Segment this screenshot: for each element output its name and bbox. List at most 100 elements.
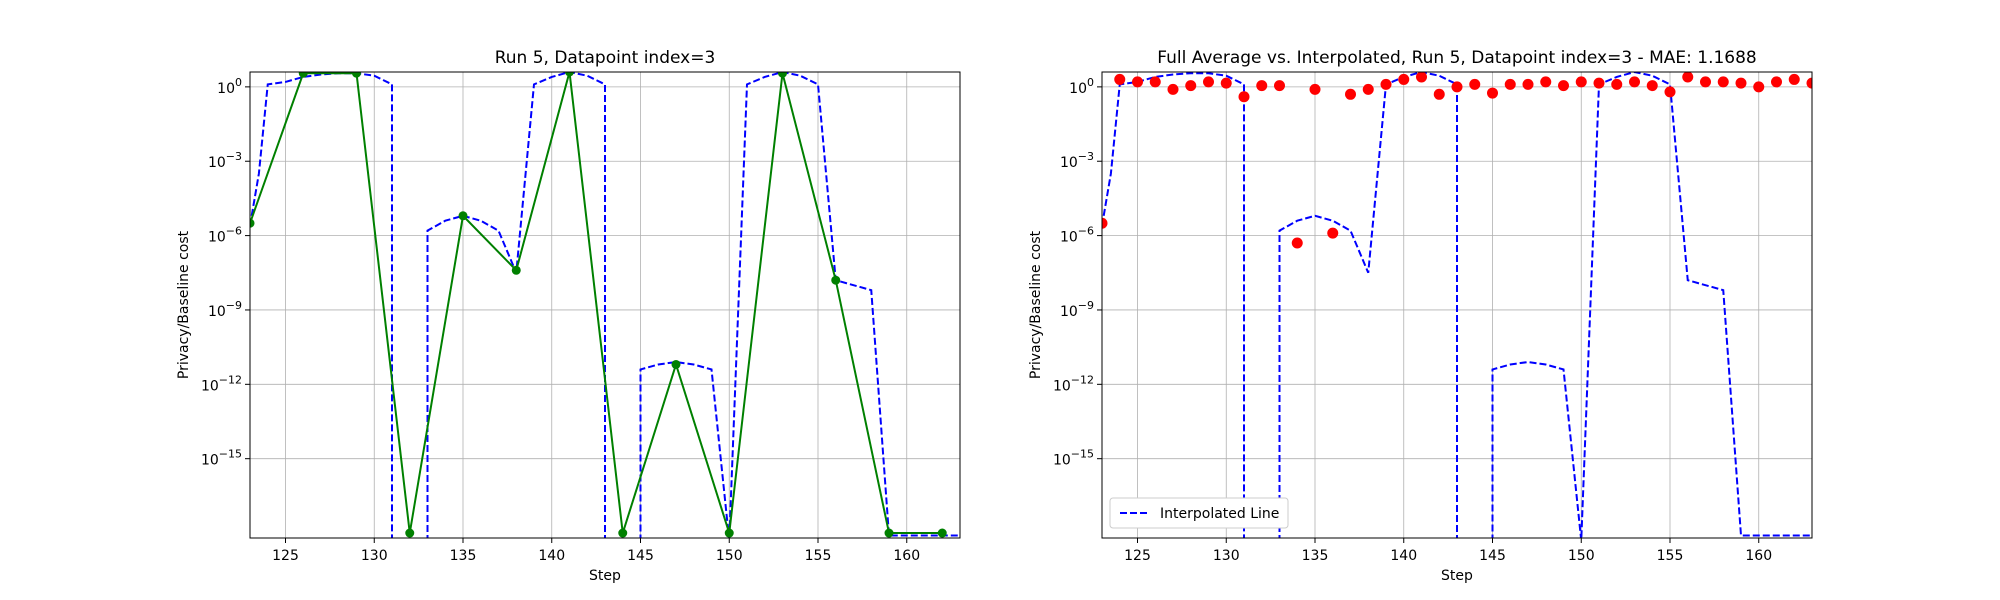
x-tick-label: 145 [627, 548, 654, 564]
scatter-point [1806, 77, 1812, 89]
x-tick-label: 145 [1479, 548, 1506, 564]
scatter-point [1664, 86, 1676, 98]
scatter-point [1114, 73, 1126, 85]
chart-left: 125 130 135 140 145 150 155 160 100 10−3 10−6 10−9 1… [176, 48, 961, 584]
scatter-point [1345, 88, 1356, 100]
scatter-point [1185, 80, 1197, 92]
x-tick-label: 140 [1390, 548, 1417, 564]
y-tick-label: 10−15 [201, 448, 242, 469]
x-tick-label: 130 [1213, 548, 1240, 564]
scatter-point [1451, 81, 1463, 93]
line-marker [250, 218, 255, 228]
line-marker [884, 528, 894, 538]
scatter-point [1735, 77, 1747, 89]
scatter-point [1682, 72, 1694, 83]
y-tick-label: 10−9 [1060, 299, 1094, 320]
scatter-point [1575, 76, 1587, 88]
x-tick-label: 160 [1745, 548, 1772, 564]
x-tick-label: 135 [1302, 548, 1329, 564]
x-tick-label: 155 [805, 548, 832, 564]
y-axis-label: Privacy/Baseline cost [176, 230, 192, 379]
y-tick-label: 10−12 [201, 373, 242, 394]
scatter-point [1238, 91, 1250, 103]
chart-title: Full Average vs. Interpolated, Run 5, Da… [1157, 48, 1757, 68]
scatter-point [1646, 80, 1658, 92]
x-tick-label: 130 [361, 548, 388, 564]
scatter-point [1327, 227, 1339, 239]
scatter-point [1771, 76, 1782, 88]
x-tick-label: 135 [450, 548, 477, 564]
scatter-point [1593, 77, 1605, 89]
scatter-point [1149, 76, 1161, 88]
average-line [250, 72, 943, 535]
line-marker [618, 528, 628, 538]
scatter-point [1132, 76, 1143, 88]
scatter-point [1469, 78, 1481, 90]
scatter-point [1611, 78, 1623, 90]
scatter-point [1102, 217, 1108, 229]
interpolated-line [1102, 72, 1812, 538]
y-tick-label: 100 [217, 76, 242, 97]
scatter-point [1717, 76, 1729, 88]
x-tick-label: 140 [538, 548, 565, 564]
chart-right: 125 130 135 140 145 150 155 160 100 10−3 10−6 10−9 1… [1028, 48, 1813, 584]
scatter-point [1167, 83, 1179, 95]
y-tick-label: 10−9 [208, 299, 242, 320]
y-tick-label: 10−6 [1060, 225, 1094, 246]
y-tick-label: 10−3 [1060, 150, 1094, 171]
scatter-point [1753, 81, 1765, 93]
legend: Interpolated Line [1109, 497, 1289, 529]
line-marker [511, 265, 521, 275]
scatter-point [1433, 88, 1445, 100]
line-marker [565, 72, 574, 77]
line-marker [724, 528, 734, 538]
x-tick-label: 155 [1657, 548, 1684, 564]
scatter-point [1522, 78, 1534, 90]
legend-box [1109, 497, 1289, 529]
x-tick-label: 150 [716, 548, 743, 564]
x-axis-label: Step [1441, 568, 1473, 584]
plot-frame [1101, 71, 1813, 539]
scatter-point [1220, 77, 1232, 89]
x-tick-label: 125 [272, 548, 299, 564]
line-marker [298, 72, 308, 78]
chart-title: Run 5, Datapoint index=3 [495, 48, 716, 68]
scatter-point [1504, 78, 1516, 90]
x-tick-label: 160 [893, 548, 920, 564]
scatter-point [1274, 80, 1285, 92]
line-marker [405, 528, 415, 538]
scatter-point [1700, 76, 1711, 88]
legend-label: Interpolated Line [1160, 506, 1279, 522]
y-tick-label: 10−12 [1053, 373, 1094, 394]
y-axis-label: Privacy/Baseline cost [1028, 230, 1044, 379]
scatter-point [1362, 83, 1374, 95]
line-marker [831, 275, 841, 285]
scatter-point [1256, 80, 1268, 92]
scatter-point [1398, 73, 1410, 85]
scatter-point [1558, 80, 1569, 92]
x-axis-label: Step [589, 568, 621, 584]
scatter-point [1309, 83, 1321, 95]
x-tick-label: 150 [1568, 548, 1595, 564]
plot-frame [249, 71, 961, 539]
scatter-point [1203, 76, 1214, 88]
x-tick-label: 125 [1124, 548, 1151, 564]
scatter-point [1487, 87, 1498, 99]
line-marker [671, 359, 681, 369]
line-marker [937, 528, 947, 538]
scatter-point [1291, 237, 1303, 249]
y-tick-label: 100 [1069, 76, 1094, 97]
scatter-point [1540, 76, 1552, 88]
scatter-point [1788, 73, 1800, 85]
y-tick-label: 10−3 [208, 150, 242, 171]
scatter-point [1416, 72, 1427, 83]
line-marker [778, 72, 787, 78]
plot-area [250, 72, 960, 538]
y-tick-label: 10−15 [1053, 448, 1094, 469]
line-marker [352, 72, 361, 78]
plot-area [1102, 72, 1812, 538]
line-marker [458, 211, 468, 221]
scatter-point [1380, 78, 1392, 90]
